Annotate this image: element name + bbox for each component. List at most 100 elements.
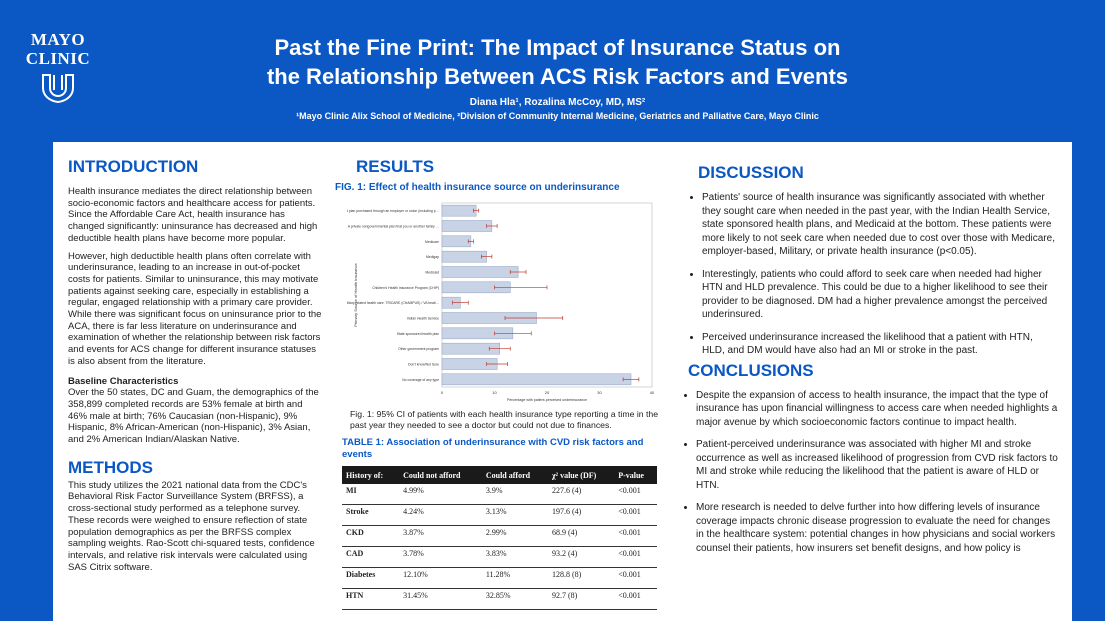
figure-title: FIG. 1: Effect of health insurance sourc… (335, 182, 620, 193)
table-cell: <0.001 (614, 567, 657, 589)
title-line-2: the Relationship Between ACS Risk Factor… (266, 64, 849, 89)
bar (441, 266, 519, 278)
category-label: A plan purchased through an employer or … (347, 209, 439, 213)
table-cell: 2.99% (481, 525, 548, 547)
table-header-cell: Could afford (481, 466, 548, 484)
table-row: Stroke 4.24% 3.13% 197.6 (4) <0.001 (342, 504, 657, 526)
category-label: A private nongovernmental plan that you … (348, 225, 439, 229)
table-cell: Stroke (342, 504, 400, 526)
table-cell: <0.001 (614, 504, 657, 526)
insurance-bar-chart: A plan purchased through an employer or … (347, 202, 655, 402)
conclusion-item-1: Despite the expansion of access to healt… (696, 389, 1058, 430)
table-cell: <0.001 (614, 484, 657, 505)
category-label: Indian Health Service (407, 317, 439, 321)
discussion-item-1: Patients' source of health insurance was… (702, 191, 1058, 259)
poster-header: MAYO CLINIC Past the Fine Print: The Imp… (0, 0, 1105, 142)
table-cell: 3.78% (399, 546, 482, 568)
conclusion-item-3: More research is needed to delve further… (696, 501, 1058, 555)
logo-text-mayo: MAYO (30, 30, 86, 49)
mayo-shield-icon (42, 74, 74, 104)
x-tick-label: 40 (650, 390, 655, 395)
table-cell: 4.99% (399, 484, 482, 505)
table-cell: CAD (342, 546, 400, 568)
bar (441, 373, 632, 386)
column-intro-methods: INTRODUCTION Health insurance mediates t… (68, 150, 323, 573)
logo-text-clinic: CLINIC (25, 49, 91, 68)
bar (441, 250, 487, 263)
table-cell: <0.001 (614, 546, 657, 568)
table-cell: 68.9 (4) (547, 525, 615, 547)
category-label: Medicaid (425, 271, 439, 275)
table-header-cell: History of: (342, 466, 400, 484)
table-row: CAD 3.78% 3.83% 93.2 (4) <0.001 (342, 546, 657, 568)
table-cell: 128.8 (8) (547, 567, 615, 589)
table-cell: 4.24% (399, 504, 482, 526)
affiliations: ¹Mayo Clinic Alix School of Medicine, ²D… (296, 111, 819, 121)
x-tick-label: 20 (545, 390, 550, 395)
x-tick-label: 30 (597, 390, 602, 395)
category-label: Medicare (425, 240, 439, 244)
discussion-heading: DISCUSSION (698, 163, 804, 182)
table-cell: <0.001 (614, 525, 657, 547)
table-cell: CKD (342, 525, 400, 547)
table-cell: 32.85% (481, 588, 548, 610)
bar (441, 235, 472, 248)
table-header-row: History of: Could not afford Could afford χ… (342, 466, 657, 484)
table-row: CKD 3.87% 2.99% 68.9 (4) <0.001 (342, 525, 657, 547)
category-label: Children's Health Insurance Program (CHI… (372, 286, 439, 290)
figure-caption: Fig. 1: 95% CI of patients with each hea… (350, 409, 659, 430)
table-cell: 11.28% (481, 567, 548, 589)
table-cell: 3.13% (481, 504, 548, 526)
table-row: MI 4.99% 3.9% 227.6 (4) <0.001 (342, 484, 657, 505)
table-cell: 3.9% (481, 484, 548, 505)
conclusion-item-2: Patient-perceived underinsurance was ass… (696, 438, 1058, 492)
y-axis-label: Primary Source of Health Insurance (353, 263, 358, 327)
category-label: Other government program (398, 347, 439, 351)
intro-heading: INTRODUCTION (68, 157, 199, 176)
table-cell: 227.6 (4) (547, 484, 615, 505)
table-title: TABLE 1: Association of underinsurance w… (342, 437, 644, 460)
intro-paragraph-2: However, high deductible health plans of… (68, 250, 322, 367)
table-cell: 197.6 (4) (547, 504, 615, 526)
title-line-1: Past the Fine Print: The Impact of Insur… (274, 35, 841, 60)
table-cell: 12.10% (399, 567, 482, 589)
table-cell: HTN (342, 588, 400, 610)
column-discussion: DISCUSSION Patients' source of health in… (688, 150, 1058, 564)
table-header-cell: χ² value (DF) (547, 466, 615, 484)
bar (441, 220, 493, 232)
discussion-item-3: Perceived underinsurance increased the l… (702, 331, 1058, 358)
baseline-heading: Baseline Characteristics (68, 375, 179, 387)
intro-paragraph-1: Health insurance mediates the direct rel… (68, 186, 318, 244)
table-header-cell: P-value (614, 466, 657, 484)
table-header-cell: Could not afford (399, 466, 482, 484)
table-cell: <0.001 (614, 588, 657, 610)
discussion-list: Patients' source of health insurance was… (688, 191, 1058, 358)
table-row: Diabetes 12.10% 11.28% 128.8 (8) <0.001 (342, 567, 657, 589)
table-cell: MI (342, 484, 400, 505)
category-label: State sponsored health plan (397, 332, 439, 336)
column-results: RESULTS FIG. 1: Effect of health insuran… (335, 150, 670, 610)
baseline-paragraph: Over the 50 states, DC and Guam, the dem… (68, 387, 319, 446)
right-border (1072, 142, 1105, 621)
category-label: Medigap (426, 255, 439, 259)
x-axis-label: Percentage with patient-perceived underi… (507, 398, 587, 402)
conclusions-list: Despite the expansion of access to healt… (682, 389, 1058, 556)
x-tick-label: 0 (441, 390, 444, 395)
left-border (0, 142, 53, 621)
table-cell: 92.7 (8) (547, 588, 615, 610)
category-label: Military related health care: TRICARE (C… (347, 301, 439, 305)
plot-area (441, 202, 653, 388)
table-cell: 3.87% (399, 525, 482, 547)
table-cell: 3.83% (481, 546, 548, 568)
table-cell: 31.45% (399, 588, 482, 610)
conclusions-heading: CONCLUSIONS (688, 360, 814, 380)
table-cell: Diabetes (342, 567, 400, 589)
poster-title: Past the Fine Print: The Impact of Insur… (150, 33, 965, 91)
category-label: Don't know/Not Sure (408, 363, 439, 367)
results-heading: RESULTS (356, 157, 435, 176)
mayo-clinic-logo: MAYO CLINIC (22, 30, 94, 104)
methods-heading: METHODS (68, 457, 153, 477)
discussion-item-2: Interestingly, patients who could afford… (702, 268, 1058, 322)
category-label: No coverage of any type (402, 378, 439, 382)
table-cell: 93.2 (4) (547, 546, 615, 568)
